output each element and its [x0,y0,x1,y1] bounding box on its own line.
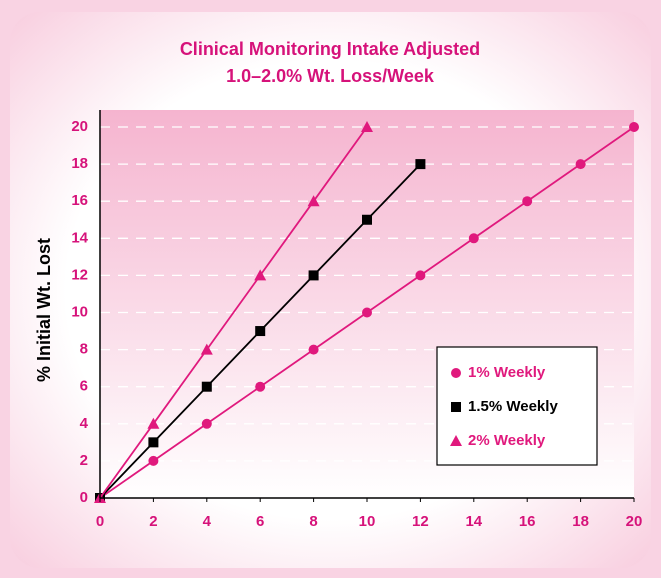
marker [361,121,373,132]
marker [201,418,212,429]
legend: 1% Weekly 1.5% Weekly 2% Weekly [436,346,598,466]
x-tick-label: 10 [359,513,376,530]
x-tick-label: 14 [465,513,482,530]
y-tick-label: 8 [80,341,88,358]
x-tick-label: 2 [149,513,157,530]
x-tick-label: 18 [572,513,589,530]
marker [362,307,372,318]
y-tick-label: 2 [80,452,88,469]
y-tick-label: 14 [71,229,88,246]
y-tick-label: 6 [80,378,88,395]
marker [307,195,320,207]
chart-subtitle: 1.0–2.0% Wt. Loss/Week [226,66,435,86]
marker [201,381,212,392]
marker [575,159,586,170]
legend-box [436,346,598,466]
y-tick-label: 10 [71,303,88,320]
x-tick-label: 12 [412,513,429,530]
y-axis-label: % Initial Wt. Lost [34,238,54,382]
marker [362,214,372,225]
legend-label: 2% Weekly [468,432,546,449]
marker [200,343,213,355]
marker [148,437,159,448]
marker [451,402,461,412]
marker [255,326,266,337]
marker [148,455,159,466]
marker [147,417,160,429]
axes: 0 2 4 6 8 10 12 14 16 18 20 0 2 4 6 8 10 12 14 16 18 20 [71,110,642,530]
y-tick-label: 16 [71,192,88,209]
x-tick-label: 16 [519,513,536,530]
marker [468,233,479,244]
x-tick-label: 8 [309,513,317,530]
series-line [99,126,368,499]
legend-label: 1.5% Weekly [468,398,558,415]
marker [308,270,319,281]
x-tick-label: 20 [626,513,643,530]
y-tick-label: 12 [71,266,88,283]
x-tick-label: 0 [96,513,104,530]
marker [451,368,461,378]
x-tick-label: 6 [256,513,264,530]
marker [415,270,426,281]
marker [254,269,267,281]
x-tick-label: 4 [203,513,212,530]
y-tick-label: 0 [80,489,88,506]
marker [255,381,266,392]
marker [308,344,319,355]
chart-title: Clinical Monitoring Intake Adjusted [180,39,480,59]
marker [450,435,462,446]
y-tick-label: 4 [80,415,89,432]
legend-label: 1% Weekly [468,364,546,381]
y-tick-label: 20 [71,118,88,135]
y-tick-label: 18 [71,155,88,172]
marker [415,159,426,170]
marker [522,196,533,207]
marker [629,122,639,132]
lines [94,121,639,503]
